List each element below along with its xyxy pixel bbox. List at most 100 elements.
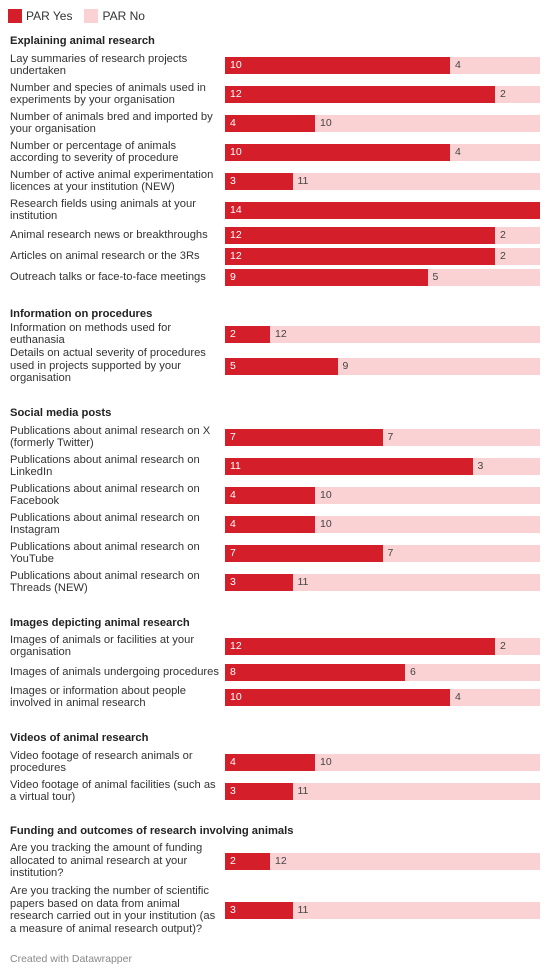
value-label-yes: 10 xyxy=(230,58,242,71)
value-label-no: 5 xyxy=(432,270,439,283)
row-label: Lay summaries of research projects under… xyxy=(10,52,188,78)
value-label-yes: 10 xyxy=(230,145,242,158)
row-label: Publications about animal research on Fa… xyxy=(10,482,200,508)
value-label-no: 10 xyxy=(320,755,332,768)
value-label-no: 3 xyxy=(477,459,484,472)
bar-yes xyxy=(225,325,270,343)
value-label-yes: 14 xyxy=(230,203,242,216)
row-label: Details on actual severity of procedures… xyxy=(10,347,206,385)
bar-no xyxy=(292,782,540,800)
bar-yes xyxy=(225,114,315,132)
value-label-yes: 7 xyxy=(230,430,236,443)
legend-label-no: PAR No xyxy=(102,9,145,23)
bar-no xyxy=(292,573,540,591)
bar-yes xyxy=(225,753,315,771)
value-label-no: 9 xyxy=(342,359,349,372)
bar-yes xyxy=(225,663,405,681)
bar-no xyxy=(450,56,540,74)
row-label: Number of active animal experimentation … xyxy=(10,168,214,194)
bar-yes xyxy=(225,85,495,103)
bar-no xyxy=(495,247,540,265)
group-title: Videos of animal research xyxy=(10,732,149,744)
value-label-yes: 7 xyxy=(230,546,236,559)
group-title: Images depicting animal research xyxy=(10,617,190,629)
bar-no xyxy=(450,143,540,161)
bar-no xyxy=(337,357,540,375)
value-label-yes: 3 xyxy=(230,575,236,588)
row-label: Research fields using animals at your in… xyxy=(10,197,196,223)
value-label-no: 12 xyxy=(275,854,287,867)
bar-no xyxy=(427,268,540,286)
value-label-yes: 5 xyxy=(230,359,236,372)
bar-no xyxy=(495,226,540,244)
bar-yes xyxy=(225,357,338,375)
bar-no xyxy=(292,901,540,919)
value-label-no: 10 xyxy=(320,488,332,501)
row-label: Images of animals or facilities at your … xyxy=(10,633,195,659)
row-label: Video footage of research animals or pro… xyxy=(10,749,193,775)
legend-label-yes: PAR Yes xyxy=(26,9,73,23)
bar-yes xyxy=(225,573,293,591)
value-label-yes: 9 xyxy=(230,270,236,283)
bar-yes xyxy=(225,226,495,244)
value-label-no: 2 xyxy=(500,249,506,262)
value-label-yes: 4 xyxy=(230,517,236,530)
bar-no xyxy=(270,325,540,343)
value-label-yes: 2 xyxy=(230,854,236,867)
group-title: Information on procedures xyxy=(10,308,153,320)
value-label-no: 7 xyxy=(387,430,394,443)
bar-no xyxy=(495,637,540,655)
bar-no xyxy=(270,852,540,870)
bar-no xyxy=(472,457,540,475)
row-label: Are you tracking the amount of funding a… xyxy=(10,842,203,880)
value-label-no: 4 xyxy=(455,145,461,158)
row-label: Publications about animal research on Th… xyxy=(10,569,200,595)
bar-no xyxy=(315,114,540,132)
footer-credit: Created with Datawrapper xyxy=(10,953,132,965)
value-label-yes: 12 xyxy=(230,639,242,652)
legend-item-yes: PAR Yes xyxy=(8,9,72,23)
row-label: Images of animals undergoing procedures xyxy=(10,665,219,678)
value-label-no: 12 xyxy=(275,327,287,340)
legend: PAR Yes PAR No xyxy=(8,9,157,23)
row-label: Images or information about people invol… xyxy=(10,684,187,710)
bar-yes xyxy=(225,782,293,800)
value-label-yes: 10 xyxy=(230,690,242,703)
group-title: Funding and outcomes of research involvi… xyxy=(10,825,294,837)
row-label: Publications about animal research on Li… xyxy=(10,453,200,479)
value-label-yes: 3 xyxy=(230,784,236,797)
bar-yes xyxy=(225,486,315,504)
legend-swatch-no xyxy=(84,9,99,23)
bar-yes xyxy=(225,247,495,265)
row-label: Animal research news or breakthroughs xyxy=(10,228,208,241)
bar-yes xyxy=(225,457,473,475)
value-label-yes: 11 xyxy=(230,459,241,472)
bar-yes xyxy=(225,852,270,870)
value-label-no: 11 xyxy=(297,174,309,187)
bar-no xyxy=(382,544,540,562)
value-label-yes: 12 xyxy=(230,228,242,241)
bar-yes xyxy=(225,172,293,190)
value-label-yes: 3 xyxy=(230,174,236,187)
bar-no xyxy=(315,486,540,504)
row-label: Publications about animal research on Yo… xyxy=(10,540,200,566)
value-label-no: 11 xyxy=(297,575,309,588)
legend-item-no: PAR No xyxy=(84,9,145,23)
value-label-no: 4 xyxy=(455,690,461,703)
bar-no xyxy=(405,663,540,681)
value-label-yes: 12 xyxy=(230,87,242,100)
value-label-no: 2 xyxy=(500,228,506,241)
row-label: Information on methods used for euthanas… xyxy=(10,321,172,347)
value-label-no: 10 xyxy=(320,116,332,129)
bar-yes xyxy=(225,143,450,161)
value-label-yes: 4 xyxy=(230,488,236,501)
value-label-no: 4 xyxy=(455,58,461,71)
bar-no xyxy=(315,515,540,533)
row-label: Publications about animal research on In… xyxy=(10,511,200,537)
value-label-yes: 2 xyxy=(230,327,236,340)
bar-yes xyxy=(225,201,540,219)
bar-yes xyxy=(225,688,450,706)
bar-yes xyxy=(225,268,428,286)
value-label-yes: 4 xyxy=(230,116,236,129)
